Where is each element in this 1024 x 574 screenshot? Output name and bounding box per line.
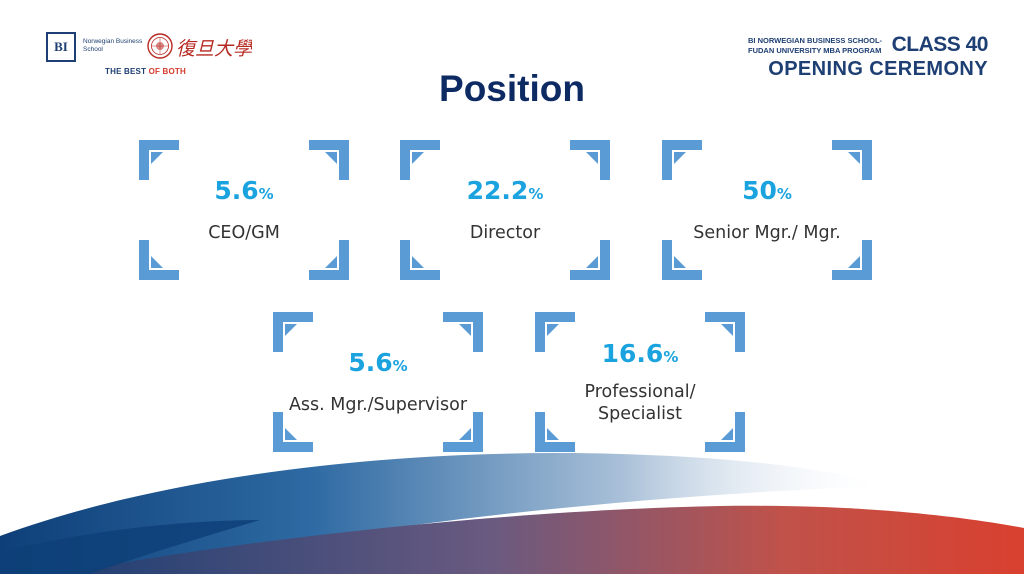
- event-banner: BI NORWEGIAN BUSINESS SCHOOL- FUDAN UNIV…: [748, 33, 989, 84]
- stat-value: 16.6%: [601, 338, 679, 368]
- percent-sign: %: [392, 356, 408, 375]
- slide-title: Position: [439, 68, 585, 109]
- program-line-2: FUDAN UNIVERSITY MBA PROGRAM: [748, 46, 882, 55]
- stat-content: 50% Senior Mgr./ Mgr.: [662, 140, 872, 280]
- stat-label: Senior Mgr./ Mgr.: [693, 222, 841, 243]
- fudan-seal-icon: [147, 33, 173, 59]
- stat-value: 50%: [742, 175, 792, 205]
- stat-label: Director: [469, 222, 541, 243]
- header-logo: BI Norwegian Business School 復旦大學 THE BE…: [46, 32, 266, 78]
- class-label: CLASS 40: [891, 33, 989, 56]
- stat-label: Ass. Mgr./Supervisor: [288, 394, 468, 415]
- corner-frame-icon: [535, 312, 745, 452]
- stat-content: 5.6% CEO/GM: [139, 140, 349, 280]
- bi-logo-mark: BI: [46, 32, 76, 62]
- stat-card-ceo: 5.6% CEO/GM: [139, 140, 349, 280]
- tagline: THE BEST OF BOTH: [105, 67, 186, 76]
- program-name: BI NORWEGIAN BUSINESS SCHOOL- FUDAN UNIV…: [748, 36, 882, 56]
- bi-school-name: Norwegian Business School: [83, 38, 143, 53]
- event-label: OPENING CEREMONY: [768, 58, 988, 80]
- bottom-wave-decoration: [0, 453, 1024, 574]
- stat-card-senior-manager: 50% Senior Mgr./ Mgr.: [662, 140, 872, 280]
- tagline-main: THE BEST: [105, 67, 149, 76]
- percent-sign: %: [776, 184, 792, 203]
- stat-content: 5.6% Ass. Mgr./Supervisor: [273, 312, 483, 452]
- stat-label: Professional/ Specialist: [584, 381, 696, 424]
- percent-sign: %: [663, 347, 679, 366]
- corner-frame-icon: [139, 140, 349, 280]
- corner-frame-icon: [273, 312, 483, 452]
- corner-frame-icon: [400, 140, 610, 280]
- tagline-accent: OF BOTH: [148, 67, 186, 76]
- stat-card-professional: 16.6% Professional/ Specialist: [535, 312, 745, 452]
- svg-text:復旦大學: 復旦大學: [176, 38, 252, 60]
- percent-sign: %: [258, 184, 274, 203]
- stat-card-director: 22.2% Director: [400, 140, 610, 280]
- corner-frame-icon: [662, 140, 872, 280]
- stat-card-supervisor: 5.6% Ass. Mgr./Supervisor: [273, 312, 483, 452]
- program-line-1: BI NORWEGIAN BUSINESS SCHOOL-: [748, 36, 883, 45]
- fudan-wordmark: 復旦大學: [176, 38, 252, 60]
- stat-value: 22.2%: [466, 175, 544, 205]
- stat-content: 22.2% Director: [400, 140, 610, 280]
- stat-value: 5.6%: [348, 347, 408, 377]
- stat-content: 16.6% Professional/ Specialist: [535, 312, 745, 452]
- percent-sign: %: [528, 184, 544, 203]
- stat-value: 5.6%: [214, 175, 274, 205]
- stat-label: CEO/GM: [208, 222, 280, 243]
